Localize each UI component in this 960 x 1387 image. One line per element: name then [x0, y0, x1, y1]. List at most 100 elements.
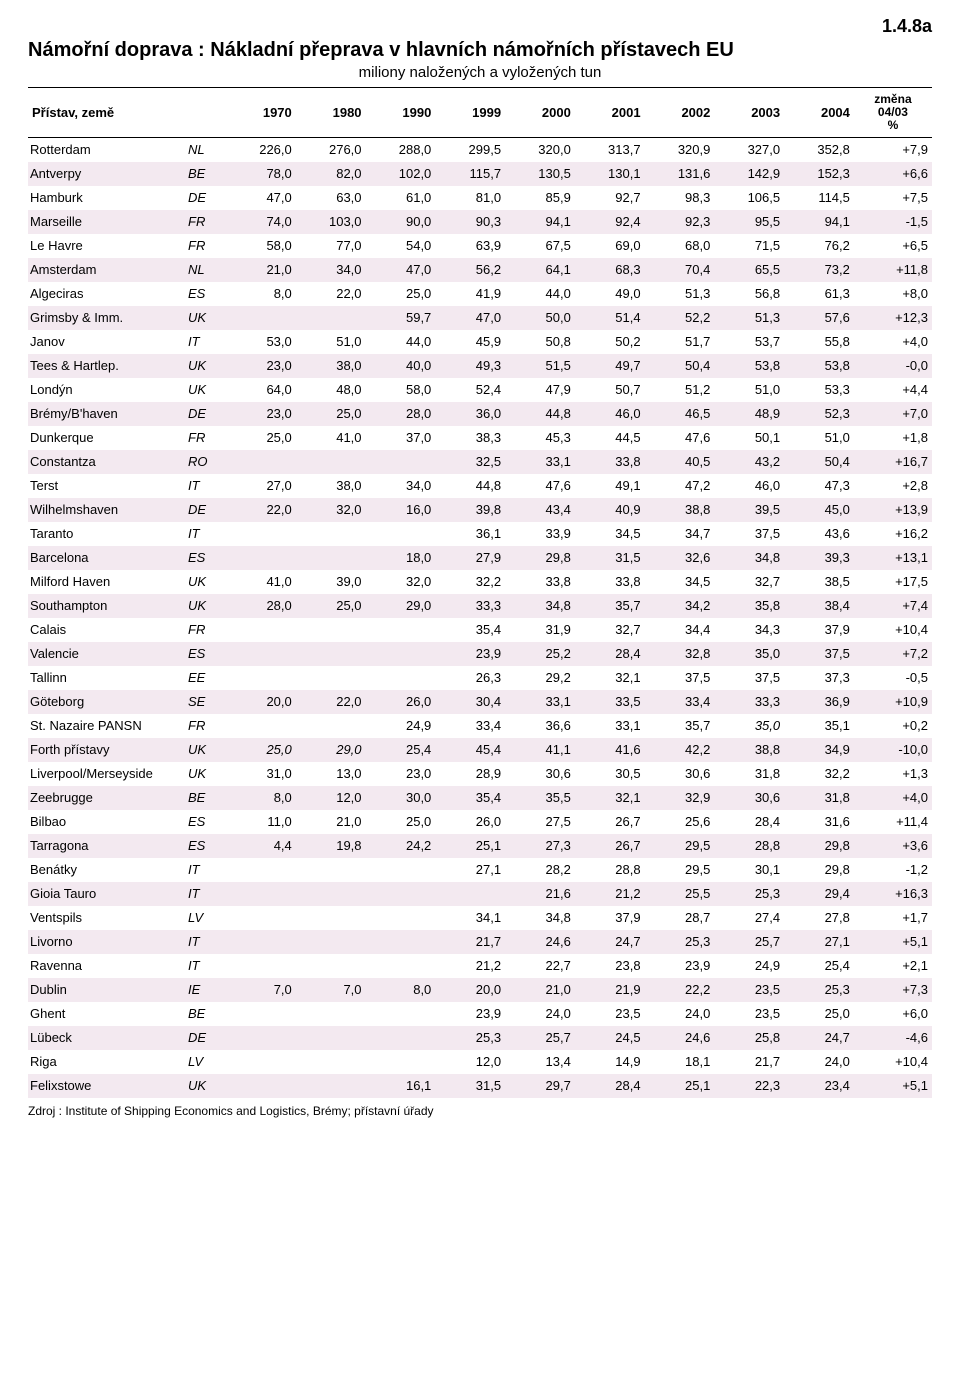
cell-value: 44,5 — [575, 426, 645, 450]
cell-country: IT — [184, 858, 226, 882]
cell-value: 114,5 — [784, 186, 854, 210]
cell-country: SE — [184, 690, 226, 714]
cell-value — [296, 618, 366, 642]
cell-value: 27,4 — [714, 906, 784, 930]
cell-value: 320,9 — [645, 137, 715, 162]
cell-value: 24,0 — [645, 1002, 715, 1026]
cell-value: 25,8 — [714, 1026, 784, 1050]
table-row: GöteborgSE20,022,026,030,433,133,533,433… — [28, 690, 932, 714]
cell-value: 18,1 — [645, 1050, 715, 1074]
cell-change: +1,7 — [854, 906, 932, 930]
cell-change: +10,4 — [854, 618, 932, 642]
cell-value: 26,0 — [366, 690, 436, 714]
cell-value: 47,0 — [226, 186, 296, 210]
cell-value — [226, 882, 296, 906]
cell-value: 47,0 — [435, 306, 505, 330]
cell-value — [366, 522, 436, 546]
cell-value: 25,0 — [296, 594, 366, 618]
table-row: RigaLV12,013,414,918,121,724,0+10,4 — [28, 1050, 932, 1074]
cell-port: Taranto — [28, 522, 184, 546]
cell-country: IT — [184, 522, 226, 546]
cell-value — [296, 1074, 366, 1098]
cell-value: 47,6 — [505, 474, 575, 498]
cell-value: 27,9 — [435, 546, 505, 570]
table-row: Gioia TauroIT21,621,225,525,329,4+16,3 — [28, 882, 932, 906]
cell-value: 27,8 — [784, 906, 854, 930]
cell-value — [226, 618, 296, 642]
table-row: St. Nazaire PANSNFR24,933,436,633,135,73… — [28, 714, 932, 738]
cell-value — [296, 666, 366, 690]
cell-value: 46,5 — [645, 402, 715, 426]
cell-value: 47,2 — [645, 474, 715, 498]
cell-value: 25,7 — [505, 1026, 575, 1050]
cell-value: 76,2 — [784, 234, 854, 258]
cell-value: 38,0 — [296, 354, 366, 378]
cell-value — [366, 930, 436, 954]
cell-value: 8,0 — [366, 978, 436, 1002]
table-row: LübeckDE25,325,724,524,625,824,7-4,6 — [28, 1026, 932, 1050]
cell-value: 22,7 — [505, 954, 575, 978]
cell-value: 92,3 — [645, 210, 715, 234]
cell-value: 25,4 — [366, 738, 436, 762]
source-label: Zdroj : Institute of Shipping Economics … — [28, 1104, 932, 1118]
cell-value: 25,7 — [714, 930, 784, 954]
cell-value: 29,5 — [645, 834, 715, 858]
cell-country: IT — [184, 954, 226, 978]
cell-value — [366, 666, 436, 690]
cell-change: +6,0 — [854, 1002, 932, 1026]
table-row: CalaisFR35,431,932,734,434,337,9+10,4 — [28, 618, 932, 642]
cell-change: +0,2 — [854, 714, 932, 738]
cell-value: 23,0 — [366, 762, 436, 786]
cell-value: 65,5 — [714, 258, 784, 282]
header-year-0: 1970 — [226, 88, 296, 138]
header-port: Přístav, země — [28, 88, 226, 138]
cell-value: 28,4 — [575, 1074, 645, 1098]
cell-value — [226, 306, 296, 330]
cell-value: 33,1 — [575, 714, 645, 738]
cell-value: 41,0 — [226, 570, 296, 594]
cell-country: LV — [184, 1050, 226, 1074]
cell-port: Brémy/B'haven — [28, 402, 184, 426]
cell-value — [226, 906, 296, 930]
table-row: GhentBE23,924,023,524,023,525,0+6,0 — [28, 1002, 932, 1026]
cell-value: 40,5 — [645, 450, 715, 474]
table-row: ConstantzaRO32,533,133,840,543,250,4+16,… — [28, 450, 932, 474]
cell-value: 81,0 — [435, 186, 505, 210]
cell-value: 30,4 — [435, 690, 505, 714]
cell-value: 73,2 — [784, 258, 854, 282]
cell-value: 29,8 — [784, 834, 854, 858]
cell-value: 35,8 — [714, 594, 784, 618]
cell-port: Gioia Tauro — [28, 882, 184, 906]
cell-value — [366, 642, 436, 666]
cell-value: 32,0 — [366, 570, 436, 594]
cell-value: 53,3 — [784, 378, 854, 402]
cell-value: 106,5 — [714, 186, 784, 210]
cell-country: NL — [184, 137, 226, 162]
cell-value: 38,0 — [296, 474, 366, 498]
header-year-8: 2004 — [784, 88, 854, 138]
cell-change: +17,5 — [854, 570, 932, 594]
cell-port: Southampton — [28, 594, 184, 618]
table-row: Liverpool/MerseysideUK31,013,023,028,930… — [28, 762, 932, 786]
cell-value: 39,3 — [784, 546, 854, 570]
table-row: VentspilsLV34,134,837,928,727,427,8+1,7 — [28, 906, 932, 930]
cell-value: 37,9 — [784, 618, 854, 642]
cell-value — [366, 1026, 436, 1050]
cell-value: 21,2 — [435, 954, 505, 978]
cell-value: 23,9 — [435, 642, 505, 666]
cell-value: 28,7 — [645, 906, 715, 930]
cell-value: 52,2 — [645, 306, 715, 330]
cell-value — [296, 714, 366, 738]
cell-value: 23,0 — [226, 402, 296, 426]
cell-change: +3,6 — [854, 834, 932, 858]
cell-value: 58,0 — [226, 234, 296, 258]
cell-value: 33,3 — [435, 594, 505, 618]
cell-value: 25,6 — [645, 810, 715, 834]
cell-port: Antverpy — [28, 162, 184, 186]
cell-value — [296, 1026, 366, 1050]
cell-value — [366, 618, 436, 642]
cell-value: 25,0 — [296, 402, 366, 426]
cell-port: Ravenna — [28, 954, 184, 978]
cell-value: 24,5 — [575, 1026, 645, 1050]
cell-value — [226, 450, 296, 474]
